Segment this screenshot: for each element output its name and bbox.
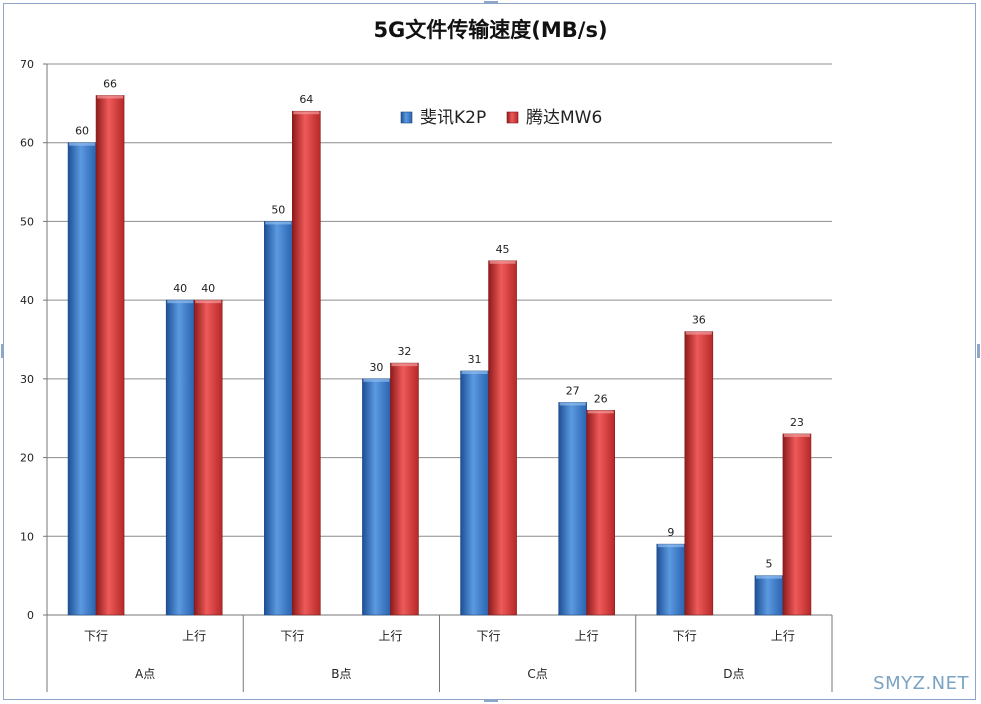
x-tick-label: 下行 xyxy=(673,629,697,643)
y-tick-label: 60 xyxy=(20,137,34,150)
resize-handle-right[interactable] xyxy=(977,344,980,358)
bar-cap xyxy=(783,433,810,437)
data-label: 60 xyxy=(75,125,89,138)
x-tick-label: 上行 xyxy=(575,629,599,643)
bar-cap xyxy=(559,402,586,406)
bar-cap xyxy=(489,260,516,264)
y-tick-label: 30 xyxy=(20,373,34,386)
bar-cap xyxy=(69,142,96,146)
bar-cap xyxy=(97,95,124,99)
bar xyxy=(67,142,97,616)
x-tick-label: 上行 xyxy=(771,629,795,643)
resize-handle-left[interactable] xyxy=(1,344,4,358)
bar xyxy=(586,410,615,616)
x-tick-label: 上行 xyxy=(378,629,402,643)
bar xyxy=(292,110,321,616)
data-label: 40 xyxy=(201,282,215,295)
data-label: 40 xyxy=(173,282,187,295)
data-label: 5 xyxy=(765,558,772,571)
data-label: 45 xyxy=(496,243,510,256)
y-tick-label: 20 xyxy=(20,452,34,465)
bar-cap xyxy=(265,221,292,225)
bar-cap xyxy=(587,410,614,414)
bar xyxy=(684,331,714,616)
x-group-label: B点 xyxy=(331,667,351,681)
resize-handle-top[interactable] xyxy=(484,1,498,4)
x-tick-label: 上行 xyxy=(182,629,206,643)
y-tick-label: 10 xyxy=(20,530,34,543)
x-tick-label: 下行 xyxy=(280,629,304,643)
data-label: 26 xyxy=(594,392,608,405)
y-tick-label: 50 xyxy=(20,215,34,228)
x-tick-label: 下行 xyxy=(84,629,108,643)
resize-handle-bottom[interactable] xyxy=(484,699,498,702)
bar xyxy=(390,362,419,616)
legend-swatch xyxy=(506,111,519,124)
bar xyxy=(754,575,784,616)
y-tick-label: 0 xyxy=(27,609,34,622)
bar-cap xyxy=(167,300,194,304)
data-label: 50 xyxy=(271,203,285,216)
data-label: 64 xyxy=(299,93,313,106)
data-label: 23 xyxy=(790,416,804,429)
bar xyxy=(362,378,391,616)
bar xyxy=(264,221,293,616)
data-label: 31 xyxy=(468,353,482,366)
bar xyxy=(95,95,125,616)
bar xyxy=(558,402,587,616)
data-label: 36 xyxy=(692,314,706,327)
bar xyxy=(782,433,812,616)
y-tick-label: 40 xyxy=(20,294,34,307)
x-group-label: D点 xyxy=(723,667,744,681)
bar-cap xyxy=(363,378,390,382)
bar-cap xyxy=(657,544,684,548)
legend-swatch xyxy=(400,111,413,124)
x-group-label: A点 xyxy=(135,667,155,681)
bar xyxy=(460,370,489,616)
y-tick-label: 70 xyxy=(20,58,34,71)
bar-cap xyxy=(461,370,488,374)
data-label: 32 xyxy=(397,345,411,358)
bar-cap xyxy=(195,300,222,304)
chart-title: 5G文件传输速度(MB/s) xyxy=(373,18,608,42)
bar xyxy=(656,543,686,616)
bar xyxy=(488,260,517,616)
data-label: 66 xyxy=(103,77,117,90)
data-label: 27 xyxy=(566,384,580,397)
bar-cap xyxy=(755,575,782,579)
data-label: 30 xyxy=(369,361,383,374)
legend-label: 斐讯K2P xyxy=(420,108,486,128)
legend-label: 腾达MW6 xyxy=(526,108,602,128)
x-tick-label: 下行 xyxy=(477,629,501,643)
bar xyxy=(165,299,195,616)
bar xyxy=(193,299,223,616)
bar-cap xyxy=(293,111,320,115)
watermark: SMYZ.NET xyxy=(873,673,969,694)
data-label: 9 xyxy=(667,526,674,539)
bar-cap xyxy=(391,363,418,367)
x-group-label: C点 xyxy=(527,667,547,681)
bar-cap xyxy=(685,331,712,335)
